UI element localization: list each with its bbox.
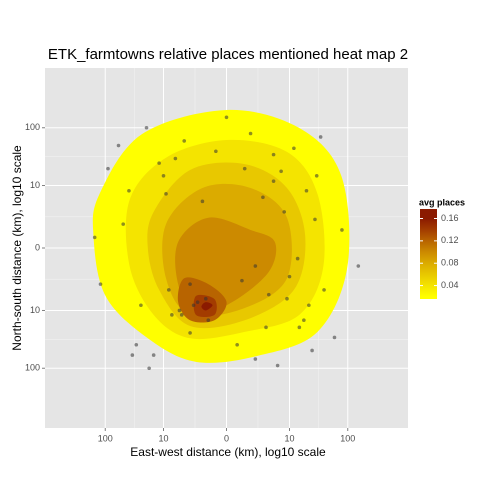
x-tick-label: 100 <box>340 433 355 443</box>
point <box>266 292 271 297</box>
point <box>179 313 184 317</box>
point <box>261 195 265 200</box>
point <box>235 342 239 347</box>
x-tick-label: 10 <box>158 433 168 443</box>
point <box>121 222 126 226</box>
y-tick-label: 10 <box>30 305 40 315</box>
chart-title: ETK_farmtowns relative places mentioned … <box>48 46 408 63</box>
point <box>285 296 289 301</box>
point <box>240 278 244 283</box>
point <box>144 125 149 130</box>
point <box>195 300 200 304</box>
point <box>242 166 247 171</box>
point <box>147 366 151 371</box>
point <box>248 131 253 136</box>
point <box>292 146 296 151</box>
point <box>203 296 208 301</box>
point <box>271 152 276 157</box>
point <box>191 303 196 308</box>
point <box>166 288 171 292</box>
point <box>188 282 192 286</box>
point <box>340 228 344 232</box>
point <box>264 325 268 330</box>
legend: avg places 0.04 0.08 0.12 0.16 <box>419 197 465 299</box>
x-tick-label: 100 <box>98 433 113 443</box>
point <box>106 166 110 171</box>
y-tick-label: 0 <box>35 242 40 252</box>
y-tick-label: 10 <box>30 180 40 190</box>
point <box>139 303 143 308</box>
point <box>295 256 300 261</box>
point <box>302 318 306 323</box>
point <box>313 217 317 222</box>
point <box>307 303 311 308</box>
point <box>297 325 302 330</box>
point <box>310 348 314 353</box>
legend-tick-label: 0.04 <box>441 280 459 290</box>
point <box>134 342 139 347</box>
point <box>116 143 121 148</box>
point <box>130 353 135 357</box>
legend-title: avg places <box>419 197 465 207</box>
point <box>322 288 326 292</box>
point <box>177 308 182 313</box>
point <box>92 235 97 240</box>
contours <box>92 109 350 363</box>
point <box>157 161 161 165</box>
point <box>206 318 211 323</box>
point <box>164 192 168 196</box>
point <box>279 169 283 174</box>
legend-tick-label: 0.16 <box>441 213 459 223</box>
point <box>304 188 309 193</box>
point <box>161 173 166 178</box>
point <box>253 264 258 268</box>
point <box>127 188 131 193</box>
point <box>253 357 258 361</box>
x-tick-label: 0 <box>224 433 229 443</box>
y-tick-label: 100 <box>25 363 40 373</box>
point <box>170 313 174 317</box>
point <box>173 156 178 161</box>
point <box>356 264 361 268</box>
legend-colorbar <box>420 209 437 299</box>
legend-tick-label: 0.12 <box>441 235 459 245</box>
point <box>271 179 276 183</box>
y-axis-label: North-south distance (km), log10 scale <box>10 145 24 351</box>
point <box>188 331 192 335</box>
x-axis-label: East-west distance (km), log10 scale <box>130 445 326 459</box>
point <box>224 115 229 120</box>
point <box>98 282 103 286</box>
point <box>332 335 337 340</box>
point <box>200 199 205 204</box>
legend-tick-label: 0.08 <box>441 258 459 268</box>
point <box>182 139 187 143</box>
point <box>287 274 292 279</box>
points <box>92 115 361 371</box>
point <box>151 353 156 357</box>
y-tick-label: 100 <box>25 122 40 132</box>
point <box>318 135 323 139</box>
point <box>275 363 280 368</box>
contour-band <box>201 302 213 311</box>
point <box>314 173 319 178</box>
point <box>282 210 287 214</box>
point <box>214 149 218 154</box>
x-tick-label: 10 <box>284 433 294 443</box>
